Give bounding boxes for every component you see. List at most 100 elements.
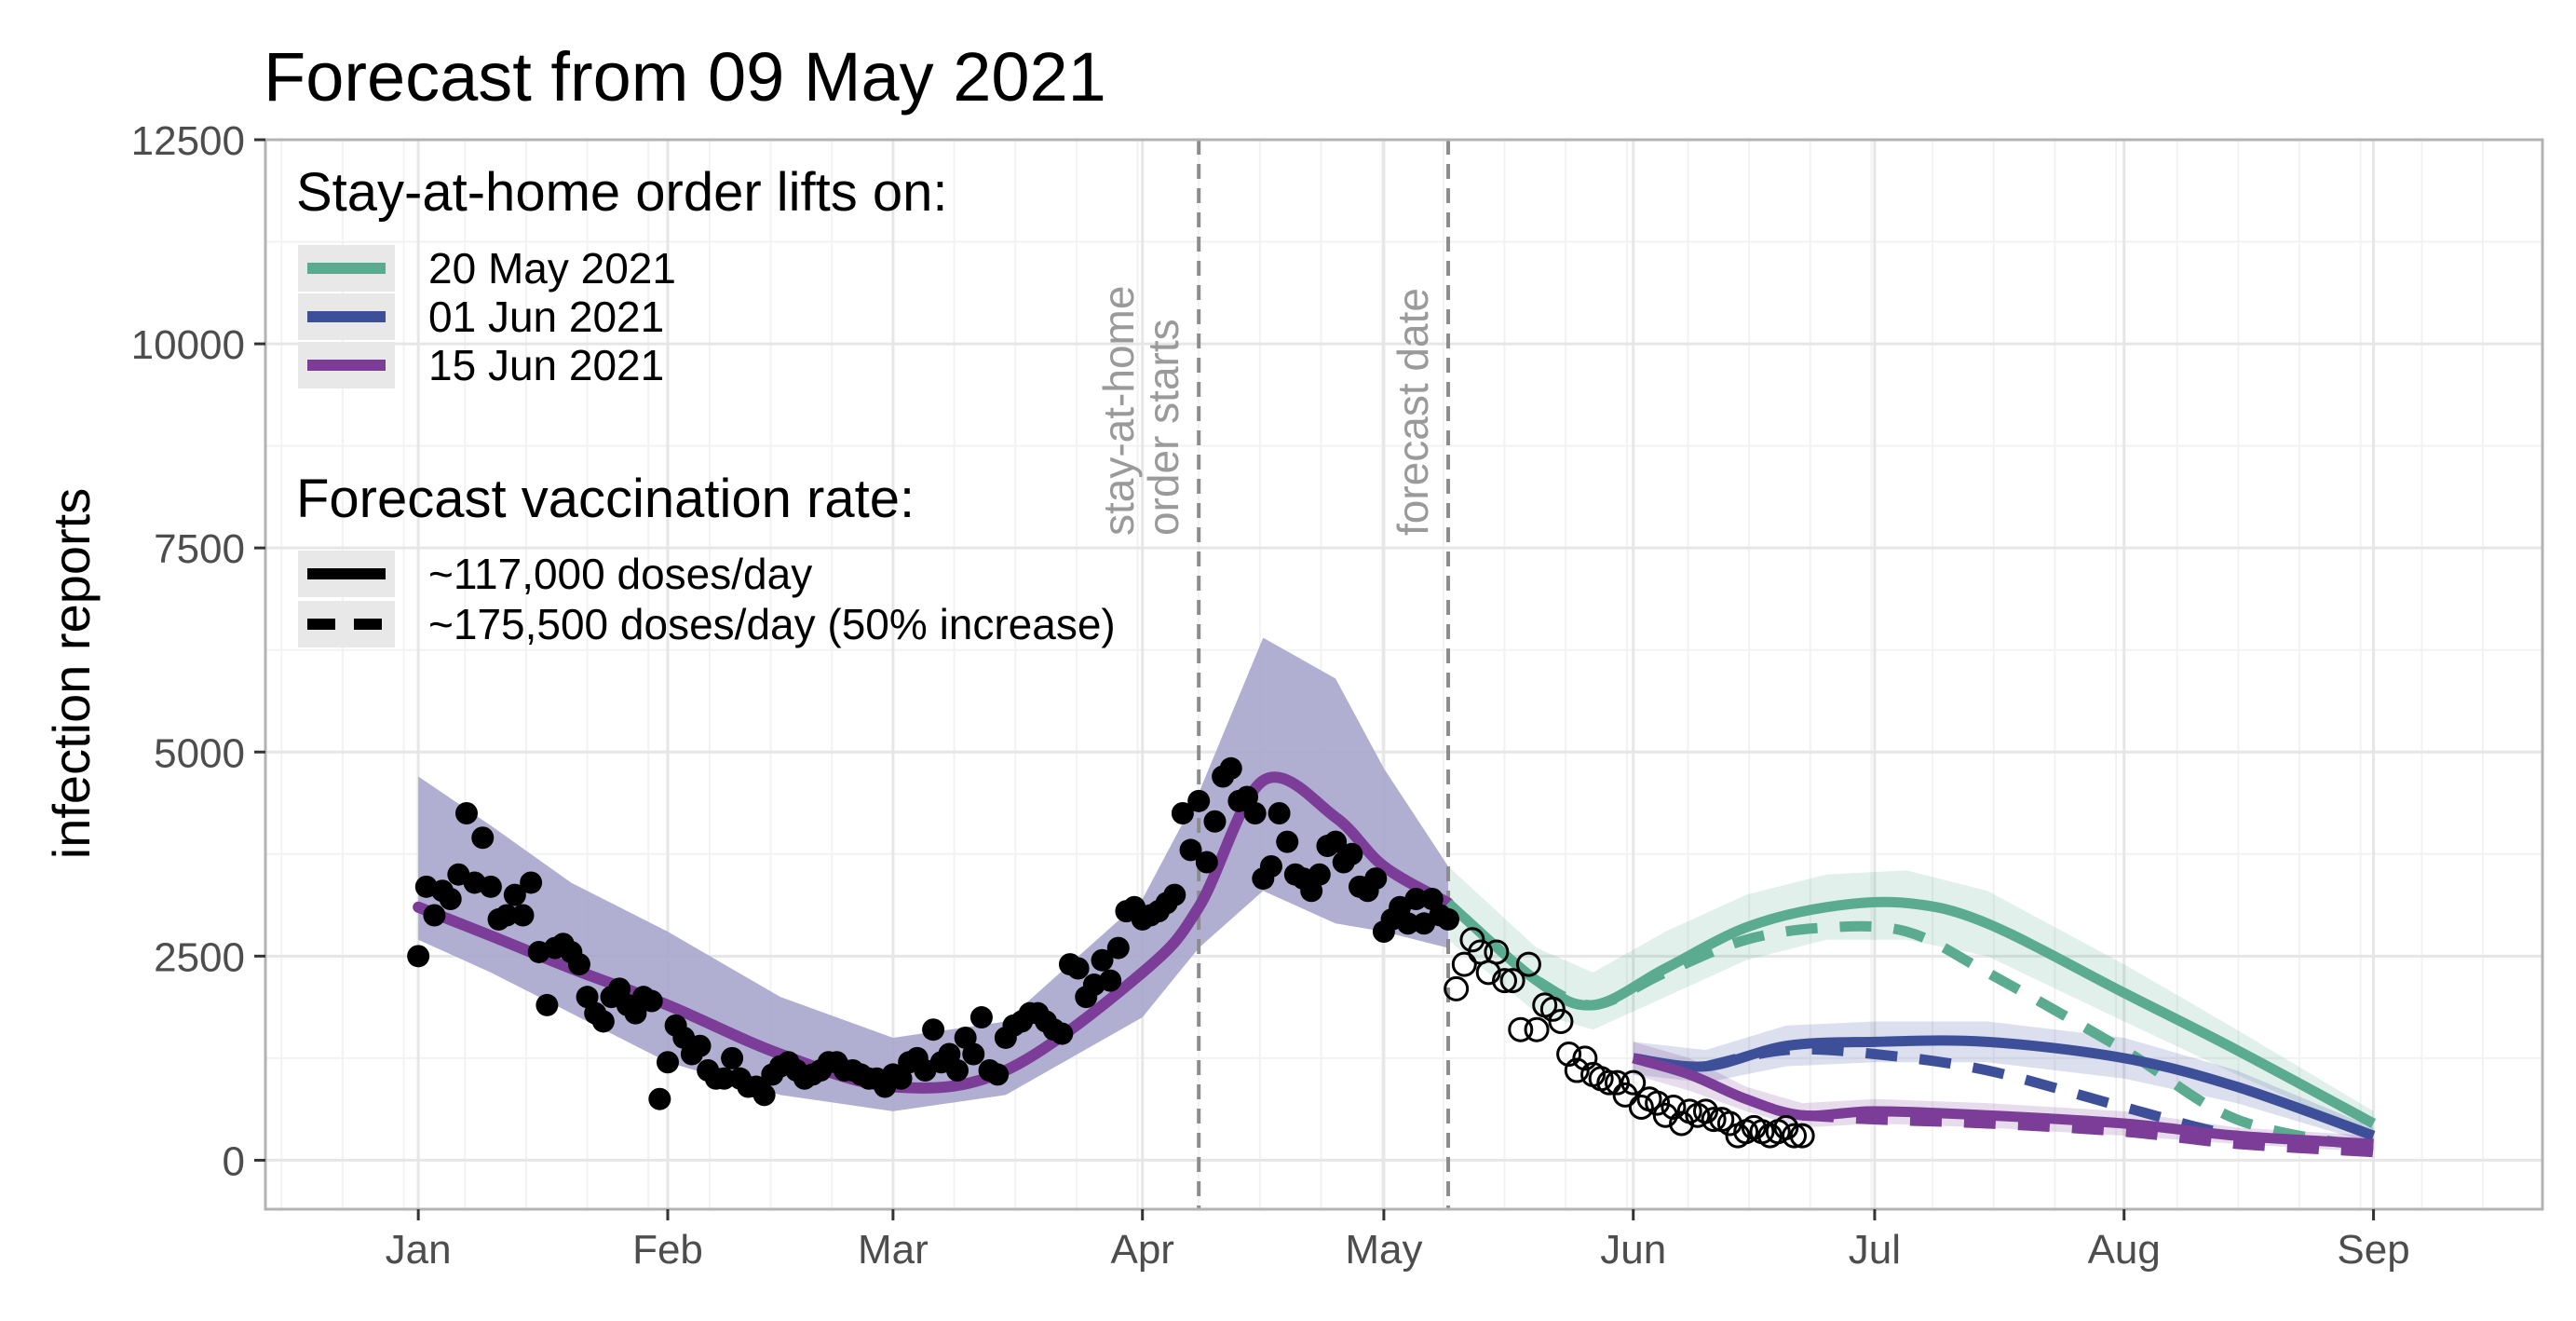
y-tick-label: 0	[223, 1138, 245, 1184]
observed-point	[511, 904, 535, 927]
observed-point	[1219, 756, 1242, 780]
observed-point	[1051, 1022, 1074, 1045]
observed-point	[721, 1046, 744, 1069]
future-point	[1645, 1090, 1671, 1116]
future-point	[1612, 1082, 1638, 1108]
observed-point	[1404, 887, 1428, 910]
future-point	[1782, 1123, 1808, 1149]
future-point	[1515, 951, 1541, 977]
forecast-band	[1448, 865, 2374, 1137]
observed-point	[1091, 948, 1114, 972]
observed-point	[1099, 969, 1122, 992]
observed-point	[752, 1083, 776, 1107]
future-point	[1572, 1045, 1598, 1071]
observed-point	[1179, 838, 1202, 862]
observed-point	[495, 904, 519, 927]
future-point	[1661, 1094, 1687, 1120]
observed-point	[640, 989, 663, 1013]
observed-point	[1195, 851, 1218, 874]
observed-point	[946, 1059, 969, 1083]
observed-point	[922, 1018, 945, 1042]
observed-point	[503, 883, 526, 906]
x-tick-label: Feb	[632, 1227, 703, 1273]
observed-point	[1259, 854, 1282, 878]
future-point	[1596, 1069, 1622, 1096]
observed-point	[1268, 801, 1291, 824]
forecast-line-dashed	[1534, 920, 2375, 1153]
observed-point	[439, 887, 462, 910]
observed-point	[471, 826, 495, 850]
vline-label: stay-at-home	[1094, 286, 1143, 536]
y-tick-label: 2500	[154, 934, 245, 980]
future-point	[1773, 1114, 1799, 1140]
legend-title-lift: Stay-at-home order lifts on:	[296, 162, 948, 223]
plot-frame	[264, 138, 2544, 1211]
observed-point	[1437, 907, 1460, 931]
observed-point	[1243, 801, 1267, 824]
future-point	[1604, 1069, 1630, 1096]
x-tick-label: Mar	[858, 1227, 929, 1273]
observed-point	[591, 1010, 615, 1033]
future-point	[1451, 951, 1477, 977]
future-point	[1556, 1041, 1582, 1067]
fit-band	[418, 637, 1449, 1111]
observed-point	[479, 875, 502, 898]
x-tick-label: May	[1345, 1227, 1422, 1273]
observed-point	[1203, 810, 1227, 833]
observed-point	[1106, 936, 1130, 960]
y-tick-label: 10000	[131, 322, 245, 368]
legend: Stay-at-home order lifts on: 20 May 20210…	[296, 162, 1116, 648]
x-tick-label: Jan	[386, 1227, 452, 1273]
observed-point	[688, 1034, 712, 1057]
y-tick-label: 7500	[154, 526, 245, 572]
observed-point	[962, 1042, 985, 1066]
future-point	[1484, 939, 1510, 965]
observed-point	[1187, 789, 1211, 812]
observed-point	[1171, 801, 1194, 824]
x-tick-label: Sep	[2337, 1227, 2409, 1273]
future-point	[1548, 1008, 1574, 1034]
legend-title-vacc: Forecast vaccination rate:	[296, 469, 915, 529]
legend-label: ~117,000 doses/day	[428, 550, 812, 598]
observed-point	[1163, 883, 1186, 906]
forecast-line-solid	[1444, 896, 2377, 1128]
vline-label: forecast date	[1389, 288, 1437, 536]
y-tick-label: 5000	[154, 730, 245, 776]
observed-point	[536, 993, 559, 1016]
vline-label: order starts	[1139, 319, 1187, 536]
observed-point	[1308, 863, 1331, 886]
future-point	[1564, 1057, 1590, 1083]
future-point	[1459, 927, 1485, 953]
x-tick-label: Apr	[1110, 1227, 1173, 1273]
forecast-line-solid	[1632, 1053, 2374, 1150]
future-point	[1669, 1110, 1695, 1137]
observed-point	[567, 953, 590, 976]
future-point	[1628, 1094, 1654, 1120]
chart-title: Forecast from 09 May 2021	[264, 38, 1106, 116]
future-point	[1692, 1098, 1718, 1124]
forecast-line-dashed	[1801, 1110, 2374, 1158]
future-point	[1789, 1123, 1815, 1149]
observed-point	[1396, 912, 1419, 935]
legend-label: ~175,500 doses/day (50% increase)	[428, 600, 1116, 648]
observed-point	[1324, 830, 1348, 853]
observed-point	[454, 801, 478, 824]
axes: Jan Feb Mar Apr May Jun Jul Aug Sep 0 2500 5000 7500…	[131, 118, 2410, 1273]
x-tick-label: Jun	[1600, 1227, 1666, 1273]
observed-point	[1340, 842, 1363, 865]
future-point	[1444, 975, 1470, 1001]
future-point	[1539, 996, 1566, 1022]
observed-point	[1066, 957, 1090, 980]
legend-label: 15 Jun 2021	[428, 341, 664, 389]
future-point	[1716, 1110, 1742, 1137]
y-axis-label: infection reports	[42, 488, 101, 859]
future-point	[1524, 1016, 1550, 1042]
observed-point	[1364, 867, 1388, 891]
x-tick-label: Jul	[1849, 1227, 1901, 1273]
observed-point	[656, 1051, 679, 1074]
observed-point	[1276, 830, 1299, 853]
future-point	[1499, 968, 1525, 994]
observed-point	[969, 1006, 993, 1029]
future-point	[1508, 1016, 1534, 1042]
